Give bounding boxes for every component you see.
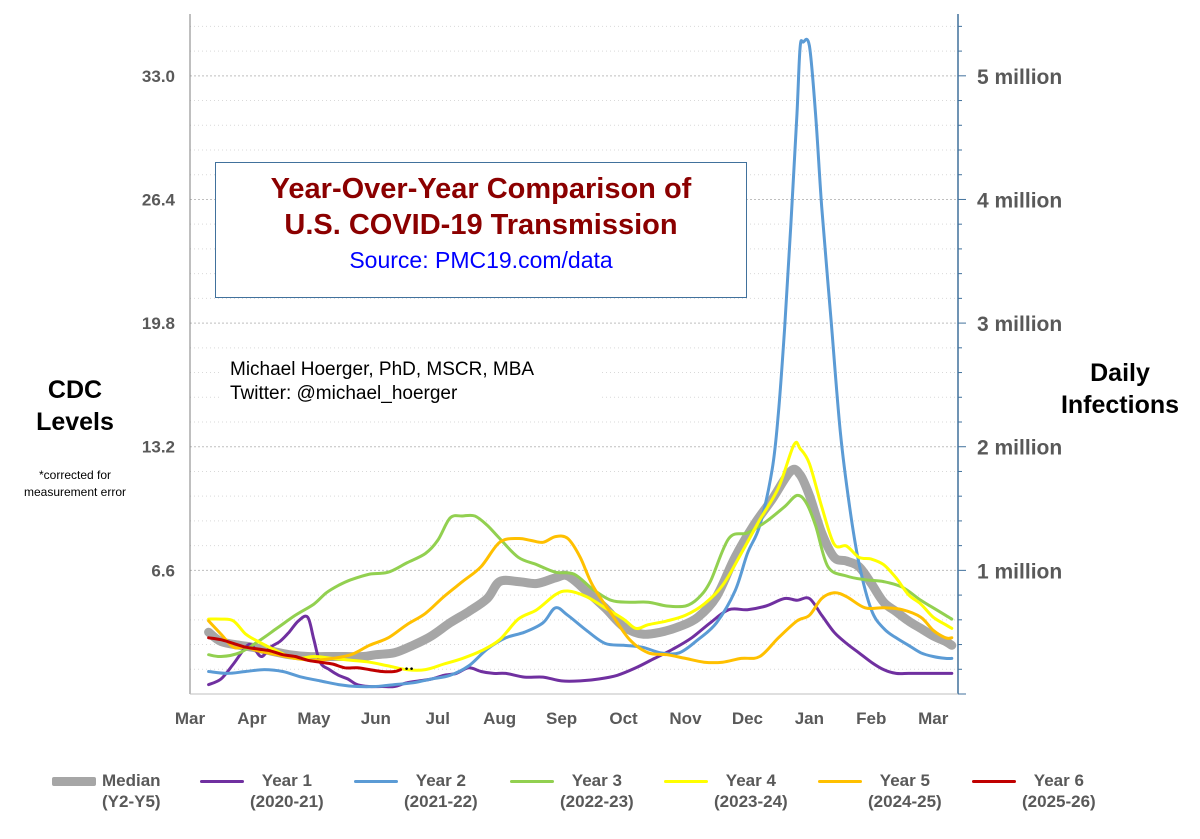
- legend-item-year-6: Year 6 (2025-26): [972, 770, 1096, 812]
- series-end-dot: [410, 667, 413, 670]
- legend-label: Year 3 (2022-23): [560, 770, 634, 812]
- chart-title-line-2: U.S. COVID-19 Transmission: [284, 209, 678, 241]
- legend-swatch: [664, 780, 708, 783]
- legend-label-years: (2022-23): [560, 792, 634, 811]
- right-tick-label: 4 million: [977, 189, 1062, 212]
- legend-swatch: [818, 780, 862, 783]
- legend-label-name: Year 5: [879, 771, 930, 790]
- left-axis-note: *corrected for measurement error: [23, 468, 127, 499]
- x-tick-label: Oct: [609, 709, 638, 728]
- series-end-dot: [405, 667, 408, 670]
- chart-title-line-1: Year-Over-Year Comparison of: [270, 173, 692, 205]
- legend-label-name: Year 1: [261, 771, 312, 790]
- legend-label: Year 5 (2024-25): [868, 770, 942, 812]
- left-axis-title: CDC Levels: [0, 374, 150, 438]
- legend-label-years: (2023-24): [714, 792, 788, 811]
- legend-item-year-3: Year 3 (2022-23): [510, 770, 634, 812]
- right-axis-title-line-2: Infections: [1060, 391, 1180, 419]
- legend-item-year-2: Year 2 (2021-22): [354, 770, 478, 812]
- author-box: Michael Hoerger, PhD, MSCR, MBA Twitter:…: [222, 358, 600, 406]
- left-tick-label: 26.4: [142, 190, 176, 209]
- series-lines: [204, 37, 957, 689]
- right-tick-label: 5 million: [977, 66, 1062, 89]
- legend-label: Median (Y2-Y5): [102, 770, 161, 812]
- x-tick-label: Jan: [795, 709, 824, 728]
- x-tick-label: Jun: [361, 709, 391, 728]
- left-axis-title-line-2: Levels: [36, 408, 114, 436]
- chart-source: Source: PMC19.com/data: [349, 247, 613, 273]
- legend-swatch: [510, 780, 554, 783]
- legend-item-year-1: Year 1 (2020-21): [200, 770, 324, 812]
- legend-label-years: (Y2-Y5): [102, 792, 161, 811]
- legend-label: Year 2 (2021-22): [404, 770, 478, 812]
- x-tick-label: Apr: [237, 709, 267, 728]
- right-tick-label: 3 million: [977, 313, 1062, 336]
- left-tick-label: 6.6: [151, 561, 175, 580]
- x-tick-label: Feb: [856, 709, 886, 728]
- legend-label-years: (2020-21): [250, 792, 324, 811]
- series-line-median: [204, 464, 957, 662]
- legend-swatch: [972, 780, 1016, 783]
- legend-label-name: Year 2: [415, 771, 466, 790]
- x-tick-label: Aug: [483, 709, 516, 728]
- legend-label-name: Median: [102, 771, 161, 790]
- legend-label-name: Year 3: [571, 771, 622, 790]
- left-tick-label: 19.8: [142, 314, 175, 333]
- legend-item-median: Median (Y2-Y5): [52, 770, 161, 812]
- right-axis-title: Daily Infections: [1050, 357, 1190, 421]
- x-tick-label: May: [297, 709, 331, 728]
- series-line-year-5: [207, 534, 954, 665]
- legend-swatch: [52, 777, 96, 786]
- legend-swatch: [354, 780, 398, 783]
- author-twitter: Twitter: @michael_hoerger: [230, 383, 458, 404]
- x-tick-label: Mar: [175, 709, 206, 728]
- legend-label-years: (2024-25): [868, 792, 942, 811]
- author-name: Michael Hoerger, PhD, MSCR, MBA: [230, 359, 535, 380]
- legend-label: Year 6 (2025-26): [1022, 770, 1096, 812]
- x-tick-label: Sep: [546, 709, 577, 728]
- legend: Median (Y2-Y5) Year 1 (2020-21) Year 2 (2021-…: [0, 770, 1200, 820]
- right-axis-title-line-1: Daily: [1090, 359, 1150, 387]
- x-tick-label: Dec: [732, 709, 763, 728]
- legend-label-years: (2025-26): [1022, 792, 1096, 811]
- x-tick-label: Mar: [918, 709, 949, 728]
- legend-label: Year 1 (2020-21): [250, 770, 324, 812]
- legend-label: Year 4 (2023-24): [714, 770, 788, 812]
- series-line-year-2: [207, 37, 954, 689]
- legend-item-year-4: Year 4 (2023-24): [664, 770, 788, 812]
- series-line-year-1: [207, 596, 954, 689]
- legend-label-name: Year 6: [1033, 771, 1084, 790]
- right-tick-label: 2 million: [977, 437, 1062, 460]
- tick-labels: 6.6 13.2 19.8 26.4 33.0 1 million 2 million 3 m…: [142, 66, 1062, 728]
- series-line-year-6: [207, 636, 403, 674]
- right-tick-label: 1 million: [977, 560, 1062, 583]
- legend-swatch: [200, 780, 244, 783]
- series-line-year-3: [207, 493, 954, 659]
- left-axis-title-line-1: CDC: [47, 376, 103, 404]
- chart-title-box: Year-Over-Year Comparison of U.S. COVID-…: [215, 162, 747, 298]
- x-tick-label: Jul: [425, 709, 450, 728]
- legend-label-years: (2021-22): [404, 792, 478, 811]
- legend-label-name: Year 4: [725, 771, 776, 790]
- axes: [189, 14, 966, 695]
- left-tick-label: 13.2: [142, 438, 175, 457]
- legend-item-year-5: Year 5 (2024-25): [818, 770, 942, 812]
- x-tick-label: Nov: [669, 709, 702, 728]
- left-tick-label: 33.0: [142, 67, 175, 86]
